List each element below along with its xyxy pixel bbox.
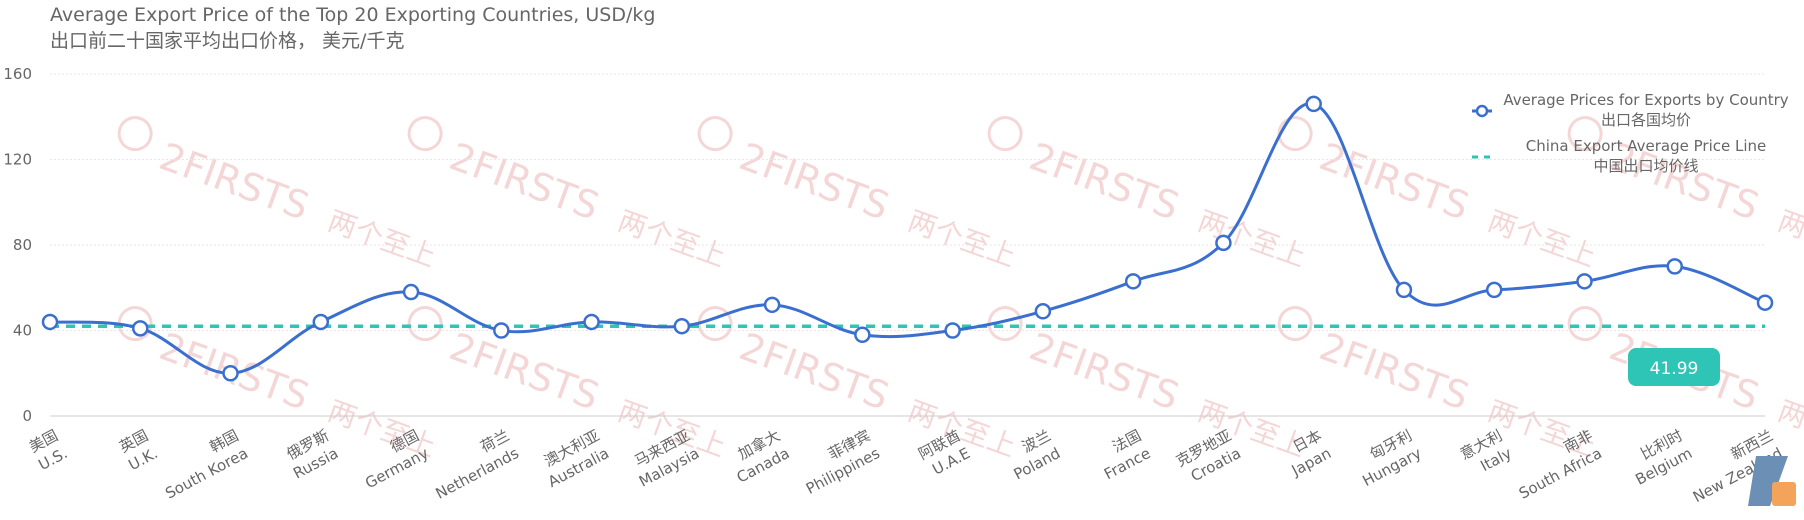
y-tick-label: 0 (22, 407, 32, 425)
chart-title: Average Export Price of the Top 20 Expor… (50, 2, 655, 54)
grid-lines (50, 73, 1765, 417)
reference-line-group: 41.99 (50, 324, 1765, 386)
data-point (493, 322, 510, 339)
data-point (763, 296, 781, 314)
brand-logo-icon (1748, 456, 1796, 506)
data-point (1124, 273, 1142, 290)
reference-value-label: 41.99 (1650, 359, 1699, 379)
data-point (1756, 294, 1774, 311)
legend-label-zh: 中国出口均价线 (1593, 157, 1699, 175)
data-point (132, 320, 149, 337)
legend-dashed-line-icon (1472, 155, 1492, 159)
legend-label-en: China Export Average Price Line (1525, 137, 1767, 155)
data-point (1215, 234, 1232, 252)
legend-label-en: Average Prices for Exports by Country (1503, 91, 1789, 109)
watermark-logo-icon (407, 116, 443, 152)
legend: Average Prices for Exports by Country 出口… (1460, 90, 1800, 182)
watermark-text: 2FIRSTS (734, 324, 895, 418)
watermark-text: 2FIRSTS (1024, 134, 1185, 228)
chart-title-en: Average Export Price of the Top 20 Expor… (50, 4, 656, 26)
watermark-logo-icon (1277, 116, 1313, 152)
data-point (222, 365, 239, 382)
y-tick-label: 80 (13, 236, 32, 254)
watermark-text: 2FIRSTS (1314, 324, 1475, 418)
x-tick-label: 英国U.K. (116, 426, 160, 474)
watermark-text: 2FIRSTS (1024, 324, 1185, 418)
data-point (1576, 273, 1593, 290)
legend-item-average-prices[interactable]: Average Prices for Exports by Country 出口… (1460, 90, 1800, 136)
y-tick-label: 40 (13, 322, 32, 340)
x-tick-label-en: Netherlands (433, 444, 522, 503)
watermark-logo-icon (987, 116, 1023, 152)
x-tick-label: 美国U.S. (26, 426, 70, 474)
data-point (1305, 95, 1322, 113)
watermark-logo-icon (987, 306, 1023, 342)
data-point (1666, 258, 1683, 275)
data-point (312, 313, 330, 331)
watermark-text: 2FIRSTS (444, 134, 605, 228)
data-point (1034, 303, 1052, 320)
watermark-text: 2FIRSTS (1314, 134, 1475, 228)
watermark-text: 两个至上 (1774, 204, 1804, 273)
watermark-text: 2FIRSTS (154, 134, 315, 228)
watermark-text: 2FIRSTS (734, 134, 895, 228)
data-point (583, 313, 600, 331)
reference-value-badge (1628, 348, 1720, 386)
x-tick-label-en: South Korea (162, 444, 251, 503)
data-point (944, 322, 961, 339)
legend-circle-marker-icon (1472, 104, 1492, 118)
watermark-text: 两个至上 (614, 204, 731, 273)
data-point (1485, 281, 1503, 299)
data-point (1395, 281, 1413, 299)
watermark-logo-icon (117, 116, 153, 152)
y-tick-label: 160 (3, 65, 32, 83)
watermark-logo-icon (407, 306, 443, 342)
data-point (673, 317, 691, 335)
watermark-logo-icon (1567, 116, 1603, 152)
watermark-text: 两个至上 (1484, 204, 1601, 273)
legend-item-china-average[interactable]: China Export Average Price Line 中国出口均价线 (1460, 136, 1800, 182)
watermark-text: 2FIRSTS (444, 324, 605, 418)
data-point (41, 313, 59, 331)
watermark-logo-icon (1277, 306, 1313, 342)
watermark-logo-icon (117, 306, 153, 342)
watermark-text: 两个至上 (1194, 204, 1311, 273)
series-group (41, 95, 1774, 382)
watermark-text: 两个至上 (904, 204, 1021, 273)
data-point (854, 326, 871, 344)
y-tick-label: 120 (3, 151, 32, 169)
watermark-logo-icon (697, 116, 733, 152)
y-axis: 0 40 80 120 160 (3, 65, 32, 425)
watermark-logo-icon (1567, 306, 1603, 342)
chart-title-zh: 出口前二十国家平均出口价格， 美元/千克 (50, 30, 405, 52)
data-point (402, 283, 420, 301)
legend-label-zh: 出口各国均价 (1600, 111, 1691, 129)
watermark-logo-icon (697, 306, 733, 342)
watermark-text: 两个至上 (324, 204, 441, 273)
